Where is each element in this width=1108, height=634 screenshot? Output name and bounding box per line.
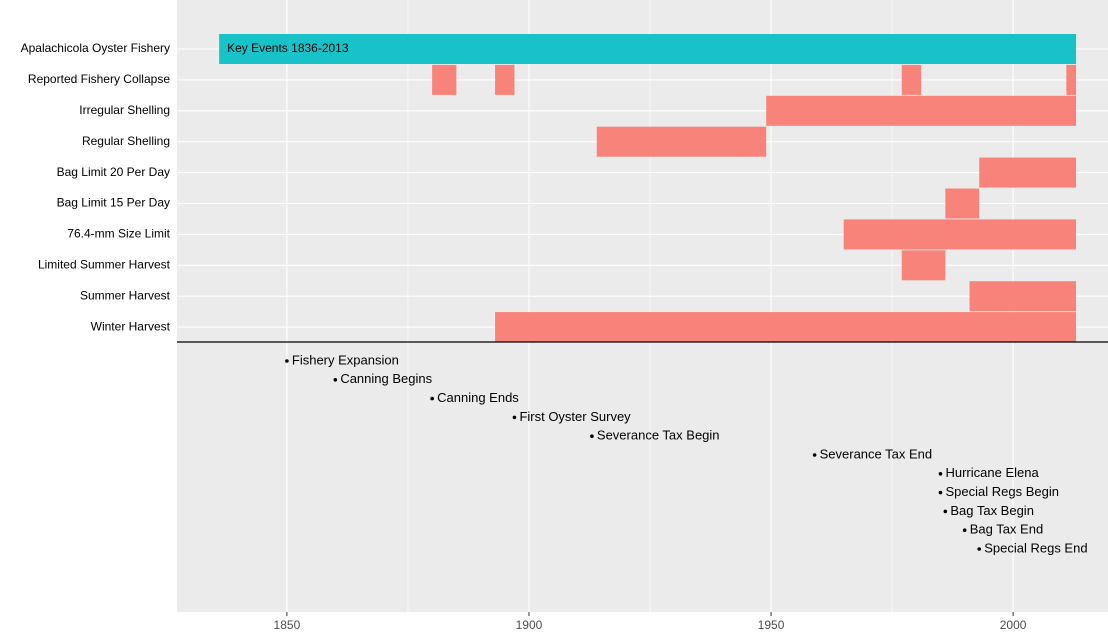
- segment: [969, 281, 1077, 312]
- row-label: Bag Limit 20 Per Day: [57, 165, 170, 179]
- event-label: Hurricane Elena: [945, 465, 1039, 480]
- event-label: Severance Tax Begin: [597, 428, 720, 443]
- event-label: First Oyster Survey: [519, 409, 631, 424]
- event-dot: [512, 415, 517, 420]
- segment: [901, 250, 946, 281]
- segment: [945, 188, 980, 219]
- event-dot: [938, 490, 943, 495]
- x-tick-label: 1900: [516, 618, 543, 632]
- row-label: Reported Fishery Collapse: [28, 72, 170, 86]
- segment: [219, 34, 1077, 64]
- segment: [979, 157, 1077, 188]
- annotation: Key Events 1836-2013: [227, 41, 349, 55]
- row-label: Winter Harvest: [91, 319, 171, 333]
- event-dot: [285, 359, 289, 363]
- x-tick-label: 1950: [758, 618, 785, 632]
- event-label: Fishery Expansion: [292, 352, 399, 367]
- event-dot: [962, 528, 967, 532]
- event-label: Severance Tax End: [820, 446, 933, 461]
- event-dot: [938, 472, 943, 476]
- event-dot: [333, 378, 338, 382]
- segment: [596, 126, 767, 157]
- event-label: Special Regs End: [984, 540, 1087, 555]
- segment: [1066, 64, 1077, 95]
- event-dot: [977, 547, 982, 551]
- x-tick-label: 1850: [274, 618, 301, 632]
- event-label: Bag Tax End: [970, 522, 1043, 537]
- panel: [177, 0, 1108, 612]
- segment: [843, 219, 1077, 250]
- x-tick-label: 2000: [1000, 618, 1027, 632]
- row-label: Regular Shelling: [82, 134, 170, 148]
- segment: [495, 312, 1077, 343]
- row-label: Limited Summer Harvest: [38, 257, 171, 271]
- event-label: Canning Ends: [437, 390, 519, 405]
- row-label: Summer Harvest: [80, 288, 171, 302]
- event-label: Bag Tax Begin: [950, 503, 1034, 518]
- row-label: Bag Limit 15 Per Day: [57, 196, 170, 210]
- row-label: 76.4-mm Size Limit: [67, 227, 170, 241]
- event-dot: [943, 509, 948, 514]
- event-label: Canning Begins: [340, 371, 432, 386]
- event-dot: [590, 434, 594, 439]
- event-dot: [812, 453, 817, 457]
- segment: [766, 95, 1077, 126]
- segment: [901, 64, 922, 95]
- row-label: Apalachicola Oyster Fishery: [21, 41, 170, 55]
- event-label: Special Regs Begin: [945, 484, 1058, 499]
- event-dot: [430, 396, 434, 401]
- segment: [432, 64, 457, 95]
- row-label: Irregular Shelling: [79, 103, 170, 117]
- segment: [495, 64, 515, 95]
